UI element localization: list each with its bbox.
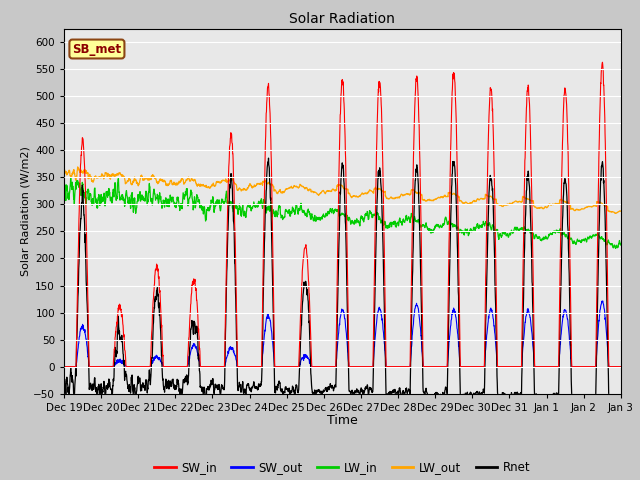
LW_out xyxy=(74,164,81,170)
LW_in xyxy=(248,205,255,211)
LW_out xyxy=(60,168,68,173)
Line: LW_in: LW_in xyxy=(64,177,640,250)
Rnet xyxy=(120,351,127,357)
LW_in xyxy=(67,174,74,180)
Line: SW_out: SW_out xyxy=(64,301,640,367)
SW_in xyxy=(540,364,548,370)
SW_out xyxy=(599,298,607,304)
SW_out xyxy=(397,364,404,370)
SW_in xyxy=(120,328,127,334)
SW_in xyxy=(248,364,255,370)
SW_out xyxy=(573,364,581,370)
Rnet xyxy=(60,382,68,388)
Text: SB_met: SB_met xyxy=(72,43,122,56)
Line: LW_out: LW_out xyxy=(64,167,640,216)
Rnet xyxy=(397,392,405,397)
Rnet xyxy=(248,387,255,393)
LW_out xyxy=(540,205,548,211)
LW_in xyxy=(60,186,68,192)
LW_out xyxy=(120,174,127,180)
Legend: SW_in, SW_out, LW_in, LW_out, Rnet: SW_in, SW_out, LW_in, LW_out, Rnet xyxy=(150,456,535,479)
Rnet xyxy=(540,393,548,398)
Y-axis label: Solar Radiation (W/m2): Solar Radiation (W/m2) xyxy=(20,146,30,276)
SW_in xyxy=(573,364,581,370)
LW_in xyxy=(540,234,548,240)
Line: SW_in: SW_in xyxy=(64,62,640,367)
SW_in xyxy=(397,364,404,370)
SW_in xyxy=(598,60,606,65)
X-axis label: Time: Time xyxy=(327,414,358,427)
SW_out xyxy=(120,361,127,367)
LW_out xyxy=(574,207,582,213)
SW_out xyxy=(248,364,255,370)
SW_out xyxy=(60,364,68,370)
SW_out xyxy=(540,364,548,370)
Line: Rnet: Rnet xyxy=(64,158,640,403)
Rnet xyxy=(265,155,273,161)
LW_out xyxy=(248,184,255,190)
Title: Solar Radiation: Solar Radiation xyxy=(289,12,396,26)
Rnet xyxy=(574,394,582,400)
SW_in xyxy=(60,364,68,370)
LW_in xyxy=(397,219,405,225)
LW_out xyxy=(397,192,405,197)
LW_in xyxy=(120,197,127,203)
LW_in xyxy=(574,237,582,243)
